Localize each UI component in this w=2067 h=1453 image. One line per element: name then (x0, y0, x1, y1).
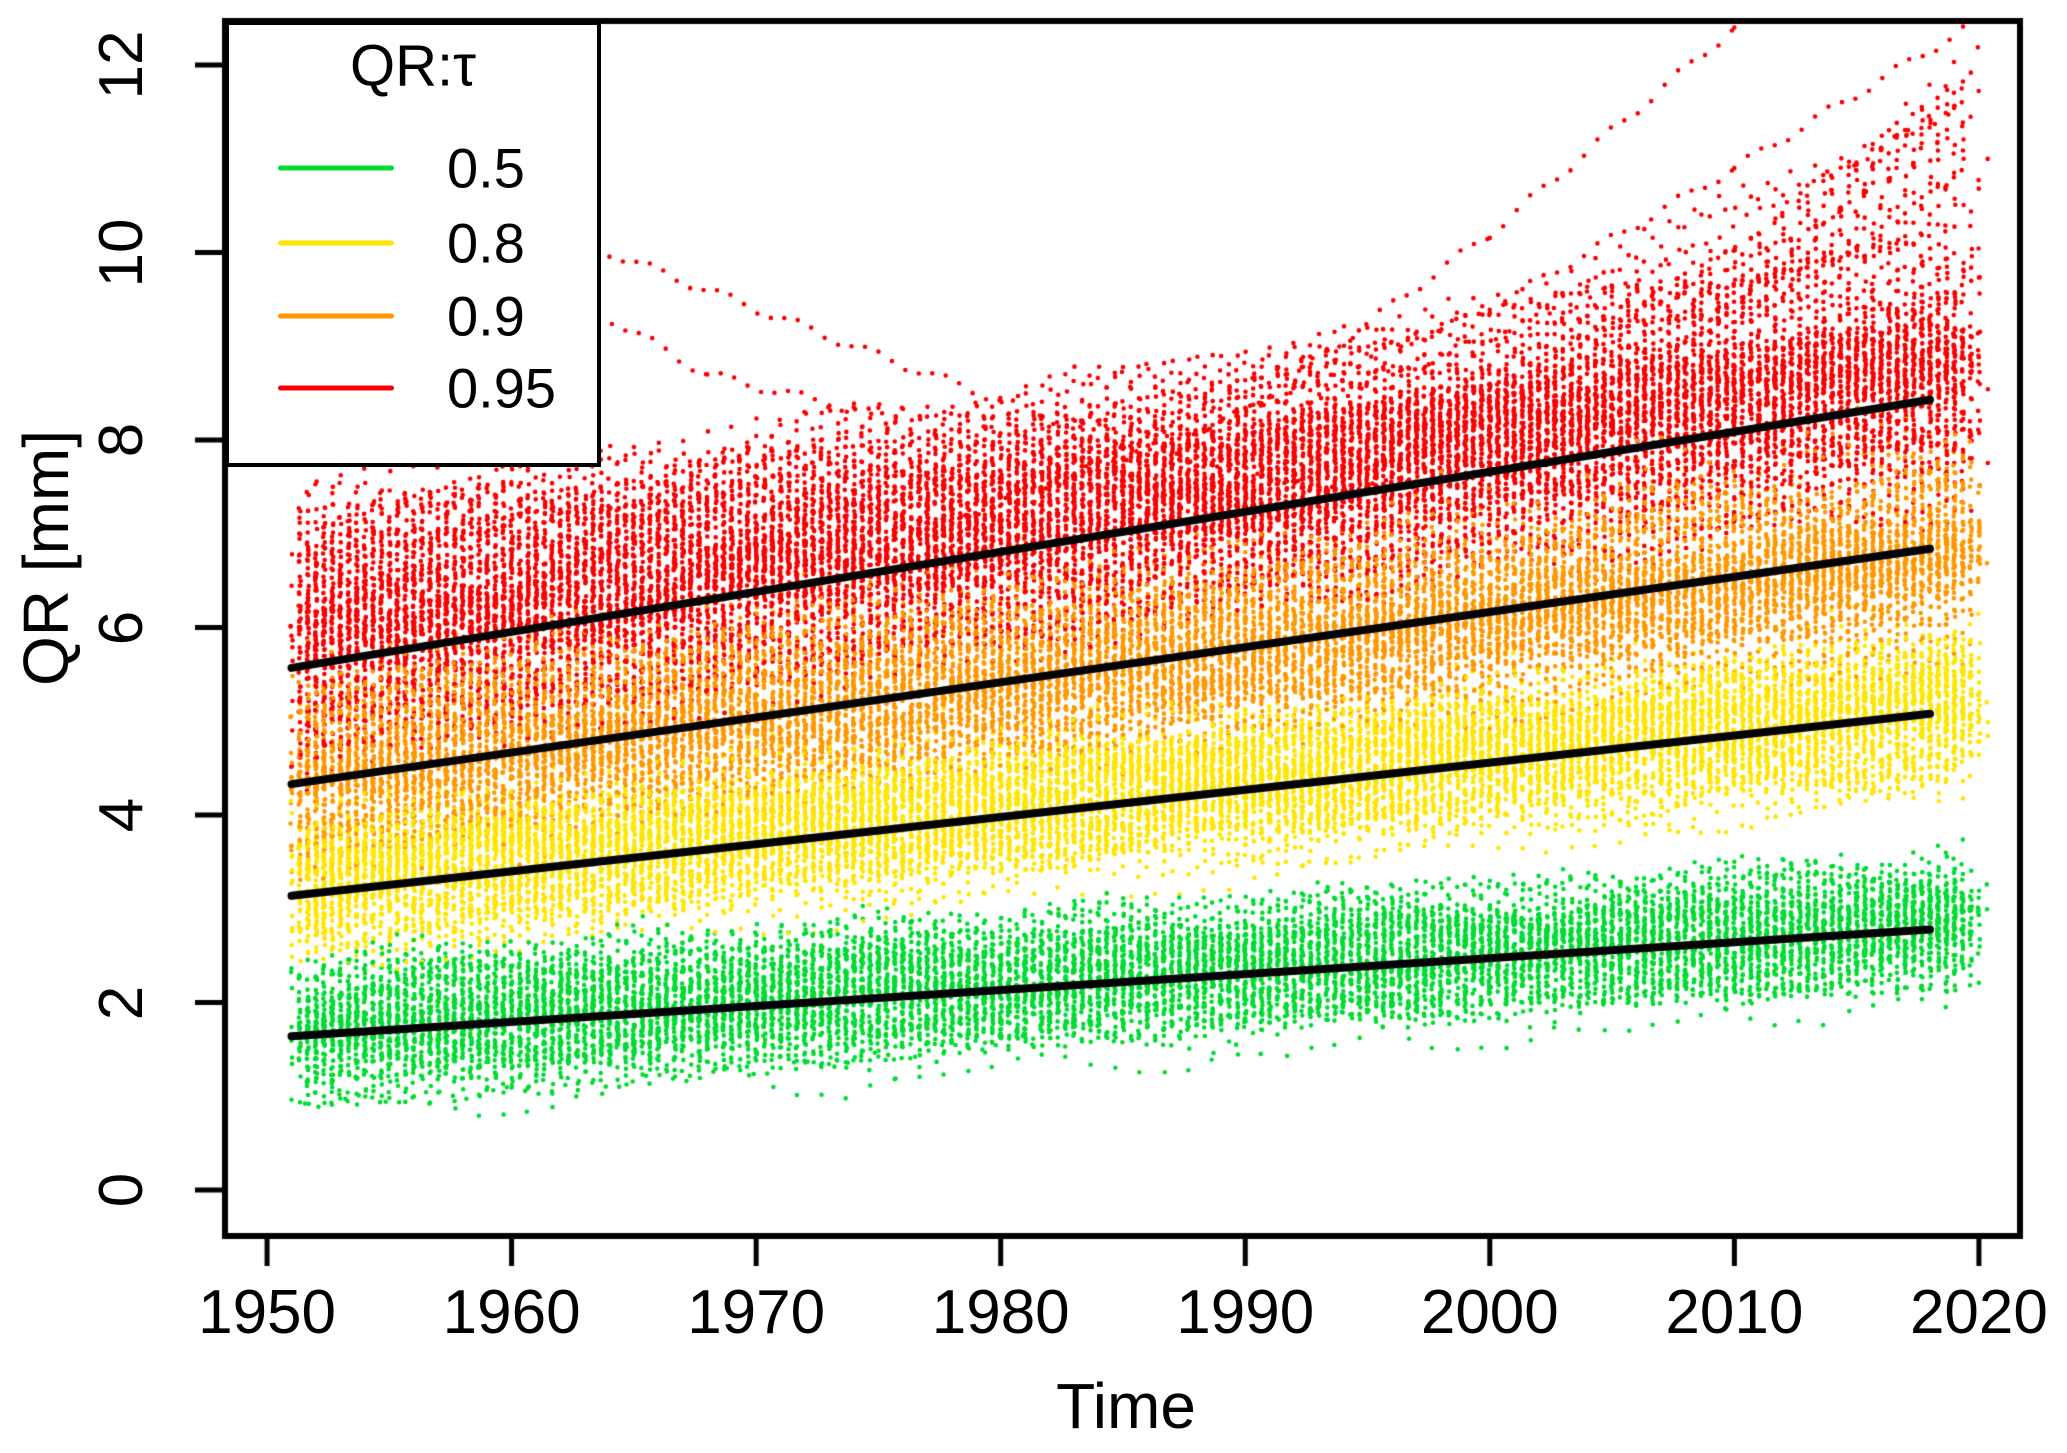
x-tick-label: 1990 (1176, 1278, 1315, 1347)
legend-line-sample (278, 385, 394, 391)
legend-line-sample (278, 240, 394, 246)
x-axis-title: Time (1056, 1370, 1196, 1442)
x-tick-label: 2000 (1420, 1278, 1559, 1347)
y-tick-label: 4 (87, 797, 156, 833)
y-tick-label: 2 (87, 985, 156, 1020)
y-tick-label: 10 (87, 218, 156, 288)
y-tick-label: 6 (87, 610, 156, 645)
x-tick-label: 1980 (931, 1278, 1070, 1347)
legend-entry-label: 0.95 (447, 356, 556, 420)
legend-entry-label: 0.8 (447, 211, 525, 275)
legend: QR:τ 0.5 0.8 0.9 0.95 (225, 21, 601, 467)
legend-line-sample (278, 313, 394, 319)
y-tick-label: 0 (87, 1172, 156, 1208)
legend-entry-label: 0.5 (447, 136, 525, 200)
legend-entry-label: 0.9 (447, 284, 525, 348)
legend-title: QR:τ (349, 33, 477, 99)
x-tick-label: 1950 (198, 1278, 337, 1347)
x-tick-label: 1960 (442, 1278, 581, 1347)
x-tick-label: 2020 (1909, 1278, 2048, 1347)
x-tick-label: 1970 (687, 1278, 826, 1347)
y-tick-label: 12 (87, 30, 156, 100)
legend-line-sample (278, 165, 394, 171)
y-tick-label: 8 (87, 422, 156, 458)
y-axis-title: QR [mm] (10, 430, 82, 686)
x-tick-label: 2010 (1665, 1278, 1804, 1347)
